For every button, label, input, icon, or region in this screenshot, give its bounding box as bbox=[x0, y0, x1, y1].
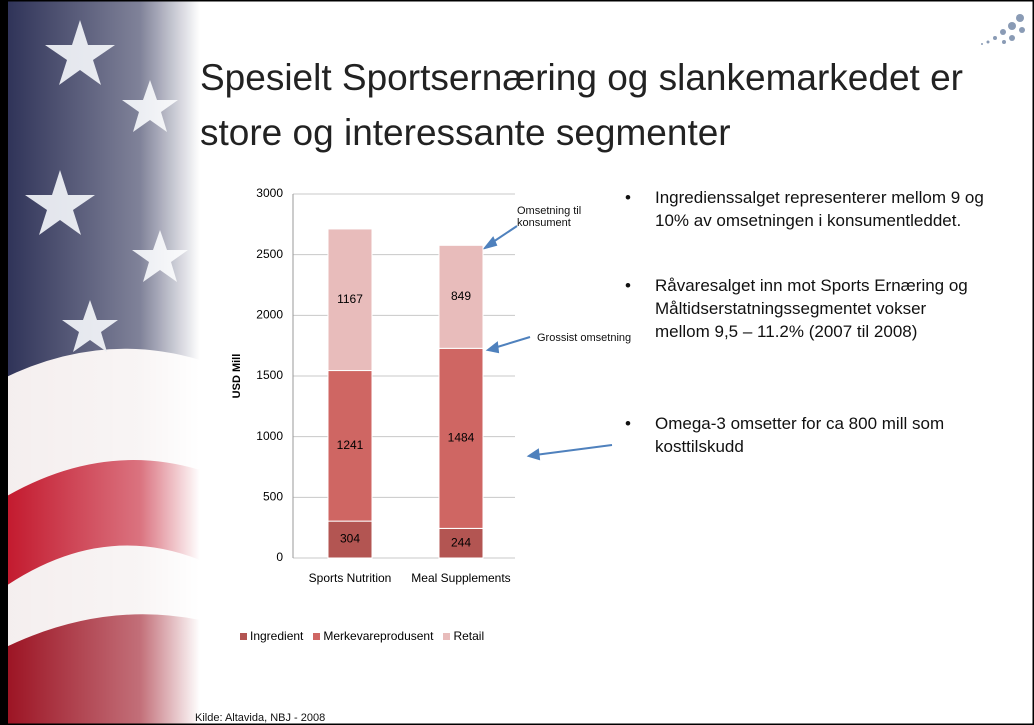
bar-segment bbox=[438, 244, 484, 349]
bullet-item: • Ingredienssalget representerer mellom 9… bbox=[625, 186, 985, 232]
y-tick-label: 1500 bbox=[256, 368, 283, 382]
x-tick-label: Sports Nutrition bbox=[308, 571, 392, 585]
bar-segment bbox=[327, 370, 373, 522]
bullet-item: • Omega-3 omsetter for ca 800 mill som ko… bbox=[625, 412, 985, 458]
bar-segment bbox=[327, 520, 373, 559]
legend-label: Merkevareprodusent bbox=[323, 629, 434, 643]
legend-item: Ingredient bbox=[240, 629, 303, 643]
bar-segment bbox=[327, 228, 373, 372]
legend-item: Retail bbox=[443, 629, 484, 643]
y-tick-label: 500 bbox=[263, 490, 283, 504]
y-tick-label: 2000 bbox=[256, 308, 283, 322]
legend-item: Merkevareprodusent bbox=[313, 629, 433, 643]
data-label: 1167 bbox=[337, 292, 363, 306]
bullet-dot: • bbox=[625, 188, 631, 207]
bullet-text: Omega-3 omsetter for ca 800 mill som kos… bbox=[655, 414, 945, 456]
data-label: 1241 bbox=[337, 438, 364, 452]
y-axis-label: USD Mill bbox=[231, 354, 243, 399]
data-label: 849 bbox=[451, 289, 471, 303]
source-note: Kilde: Altavida, NBJ - 2008 bbox=[195, 712, 326, 724]
legend-swatch bbox=[240, 632, 247, 640]
bullet-item: • Råvaresalget inn mot Sports Ernæring og… bbox=[625, 274, 985, 343]
bullet-text: Ingredienssalget representerer mellom 9 … bbox=[655, 188, 984, 230]
logo bbox=[981, 14, 1025, 45]
y-tick-label: 2500 bbox=[256, 247, 283, 261]
annotation: Omsetning til konsument bbox=[517, 205, 582, 229]
legend-label: Ingredient bbox=[250, 629, 304, 643]
y-tick-label: 3000 bbox=[256, 186, 283, 200]
arrows bbox=[482, 225, 613, 461]
slide-title: Spesielt Sportsernæring og slankemarkede… bbox=[200, 57, 963, 153]
bar-segment bbox=[438, 527, 484, 559]
data-label: 244 bbox=[451, 535, 471, 549]
bullet-text: Råvaresalget inn mot Sports Ernæring og … bbox=[655, 276, 968, 341]
legend: Ingredient Merkevareprodusent Retail bbox=[240, 629, 484, 643]
flag-background bbox=[0, 0, 200, 725]
x-tick-label: Meal Supplements bbox=[411, 571, 511, 585]
legend-swatch bbox=[443, 632, 451, 640]
bullet-dot: • bbox=[625, 276, 631, 295]
legend-label: Retail bbox=[453, 629, 485, 643]
data-label: 1484 bbox=[448, 431, 475, 445]
annotation: Grossist omsetning bbox=[537, 332, 632, 344]
bullet-dot: • bbox=[625, 414, 631, 433]
data-label: 304 bbox=[340, 532, 360, 546]
bar-segment bbox=[438, 347, 484, 529]
y-tick-label: 0 bbox=[276, 550, 283, 564]
legend-swatch bbox=[313, 632, 321, 640]
y-tick-label: 1000 bbox=[256, 429, 283, 443]
